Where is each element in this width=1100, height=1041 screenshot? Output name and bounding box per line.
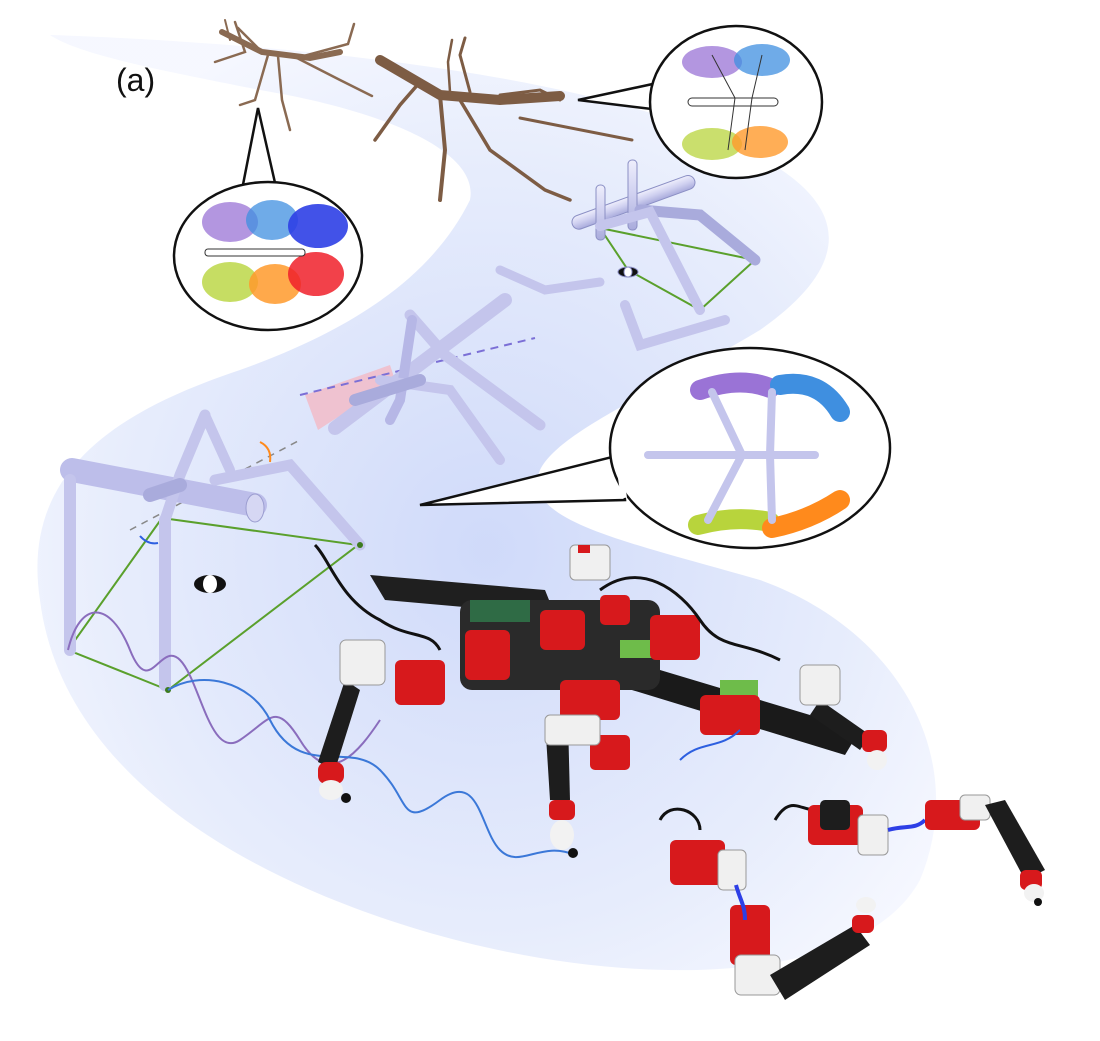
callout-insect-gait-left — [172, 107, 364, 332]
stick-insect-large — [373, 36, 634, 202]
trajectory-purple — [67, 611, 381, 765]
stick-insect-small — [213, 19, 374, 132]
callout-robot-gait — [419, 346, 892, 550]
callout-insect-gait-right — [577, 24, 824, 180]
detached-leg-right — [773, 794, 1045, 906]
trajectory-blue — [167, 679, 576, 859]
panel-label: (a) — [116, 62, 156, 98]
tube-model-frame-3 — [495, 159, 761, 352]
tube-model-frame-2 — [299, 293, 546, 465]
hardware-robot — [313, 543, 887, 858]
detached-leg-lower — [658, 807, 876, 1000]
